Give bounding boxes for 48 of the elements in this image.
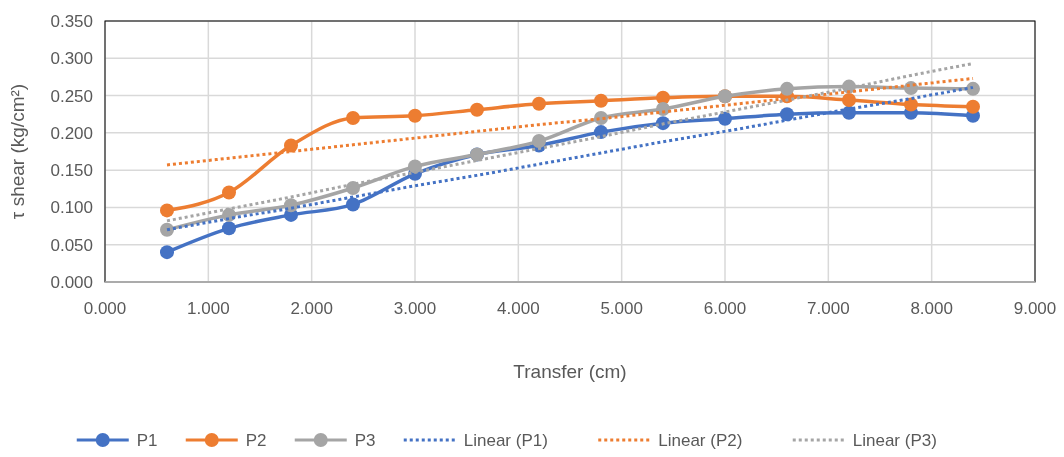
x-tick-label: 7.000 (807, 299, 850, 318)
point (346, 197, 360, 212)
point (346, 110, 360, 125)
point (408, 108, 422, 123)
point (718, 111, 732, 126)
point (470, 102, 484, 117)
point (222, 185, 236, 200)
point (346, 181, 360, 196)
x-tick-label: 3.000 (393, 299, 437, 318)
point (842, 93, 856, 108)
point (532, 96, 546, 111)
legend-label: P3 (354, 430, 376, 450)
x-tick-label: 8.000 (910, 299, 953, 318)
point (284, 138, 298, 153)
legend-label: P1 (136, 430, 158, 450)
y-tick-label: 0.300 (50, 49, 93, 69)
x-tick-label: 5.000 (600, 299, 643, 318)
y-tick-label: 0.200 (50, 123, 93, 143)
point (780, 81, 794, 96)
point (160, 245, 174, 260)
y-tick-label: 0.100 (50, 198, 93, 218)
legend-label: Linear (P3) (852, 430, 937, 450)
x-tick-label: 2.000 (290, 299, 333, 318)
point (904, 97, 918, 112)
point (532, 134, 546, 149)
y-tick-label: 0.050 (50, 235, 93, 255)
y-tick-label: 0.000 (50, 272, 93, 292)
point (966, 99, 980, 114)
legend-label: P2 (245, 430, 267, 450)
point (966, 81, 980, 96)
legend-label: Linear (P2) (658, 430, 743, 450)
legend-label: Linear (P1) (463, 430, 548, 450)
y-tick-label: 0.250 (50, 86, 93, 106)
x-axis-title: Transfer (cm) (513, 361, 627, 382)
point (594, 93, 608, 108)
x-tick-label: 4.000 (497, 299, 540, 318)
x-tick-label: 9.000 (1013, 299, 1057, 318)
point (160, 222, 174, 237)
x-tick-label: 0.000 (83, 299, 127, 318)
y-tick-label: 0.150 (50, 161, 93, 181)
y-axis-title: τ shear (kg/cm²) (7, 83, 28, 220)
point (408, 159, 422, 174)
x-tick-label: 1.000 (187, 299, 230, 318)
x-tick-label: 6.000 (703, 299, 747, 318)
y-tick-label: 0.350 (50, 11, 93, 31)
point (160, 203, 174, 218)
point (222, 221, 236, 236)
point (780, 107, 794, 122)
